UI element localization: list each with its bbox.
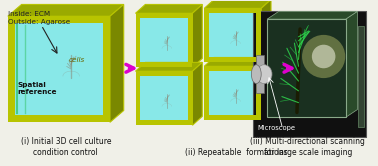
- Bar: [135, 71, 192, 76]
- Text: Microscope: Microscope: [257, 125, 295, 131]
- Bar: [135, 13, 140, 67]
- Text: (iii) Multi-directional scanning
for large scale imaging: (iii) Multi-directional scanning for lar…: [250, 137, 365, 157]
- Circle shape: [302, 35, 345, 78]
- Bar: [8, 115, 110, 122]
- Bar: [204, 66, 261, 71]
- Bar: [8, 16, 15, 122]
- Circle shape: [312, 45, 335, 68]
- Polygon shape: [261, 57, 271, 120]
- Polygon shape: [204, 8, 261, 62]
- Polygon shape: [204, 57, 271, 66]
- Polygon shape: [204, 66, 261, 120]
- Polygon shape: [110, 4, 124, 122]
- Polygon shape: [135, 62, 202, 71]
- Bar: [135, 13, 192, 18]
- Text: Inside: ECM
Outside: Agarose: Inside: ECM Outside: Agarose: [8, 11, 70, 25]
- Bar: [204, 8, 261, 13]
- Polygon shape: [135, 4, 202, 13]
- Bar: [204, 66, 209, 120]
- Ellipse shape: [251, 65, 261, 84]
- Polygon shape: [8, 16, 110, 122]
- Text: (i) Initial 3D cell culture
condition control: (i) Initial 3D cell culture condition co…: [20, 137, 111, 157]
- Bar: [267, 19, 345, 117]
- Bar: [204, 8, 209, 62]
- Polygon shape: [261, 0, 271, 62]
- Bar: [256, 8, 261, 62]
- Bar: [253, 11, 366, 137]
- Ellipse shape: [256, 65, 272, 84]
- Polygon shape: [267, 11, 358, 19]
- Polygon shape: [345, 11, 358, 117]
- Polygon shape: [135, 71, 192, 125]
- Text: (ii) Repeatable  formations: (ii) Repeatable formations: [185, 148, 288, 157]
- Polygon shape: [8, 4, 124, 16]
- Bar: [256, 66, 261, 120]
- Bar: [135, 120, 192, 125]
- Bar: [103, 16, 110, 122]
- Bar: [135, 71, 140, 125]
- Text: cells: cells: [69, 57, 85, 63]
- Text: Spatial
reference: Spatial reference: [18, 82, 57, 95]
- Bar: [8, 16, 110, 23]
- Polygon shape: [204, 0, 271, 8]
- Bar: [187, 13, 192, 67]
- Polygon shape: [135, 13, 192, 67]
- Bar: [135, 62, 192, 67]
- Bar: [204, 115, 261, 120]
- Bar: [187, 71, 192, 125]
- Bar: [256, 55, 264, 93]
- Bar: [204, 57, 261, 62]
- Polygon shape: [192, 4, 202, 67]
- Bar: [358, 26, 364, 127]
- Polygon shape: [192, 62, 202, 125]
